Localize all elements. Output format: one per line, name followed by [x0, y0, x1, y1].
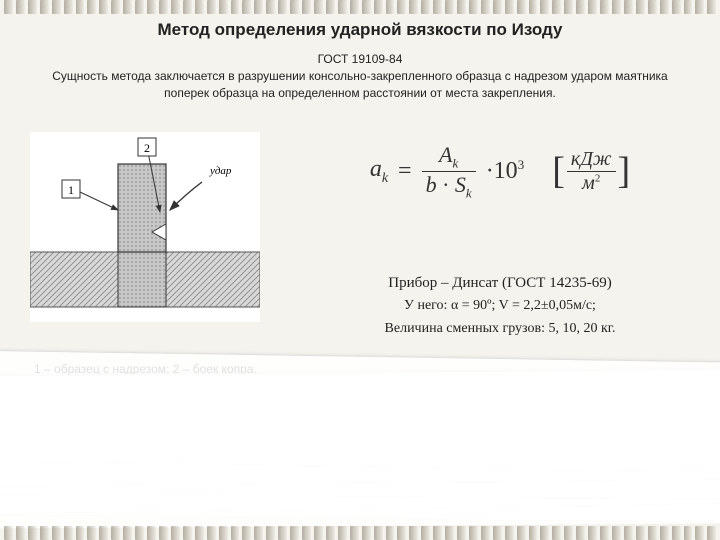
slide-content: Метод определения ударной вязкости по Из…: [0, 0, 720, 540]
formula-column: ak = Ak b · Sk ·103 [ кДж м2 ]: [310, 132, 690, 376]
impact-label: удар: [209, 165, 232, 177]
diagram-column: 1 2 удар 1 – образец с надрезом; 2 – бое…: [30, 132, 280, 376]
diagram-label-2: 2: [144, 141, 150, 155]
impact-formula: ak = Ak b · Sk ·103 [ кДж м2 ]: [310, 142, 690, 202]
device-info: Прибор – Динсат (ГОСТ 14235-69) У него: …: [310, 271, 690, 340]
device-line3: Величина сменных грузов: 5, 10, 20 кг.: [310, 318, 690, 340]
izod-diagram: 1 2 удар: [30, 132, 260, 322]
device-line1: Прибор – Динсат (ГОСТ 14235-69): [310, 271, 690, 295]
gost-number: ГОСТ 19109-84: [30, 52, 690, 66]
diagram-label-1: 1: [68, 183, 74, 197]
decorative-bottom-stripes: [0, 526, 720, 540]
diagram-caption: 1 – образец с надрезом; 2 – боек копра.: [30, 362, 280, 376]
method-description: Сущность метода заключается в разрушении…: [30, 68, 690, 102]
device-line2: У него: α = 90º; V = 2,2±0,05м/с;: [310, 295, 690, 317]
slide-title: Метод определения ударной вязкости по Из…: [30, 20, 690, 40]
content-row: 1 2 удар 1 – образец с надрезом; 2 – бое…: [30, 132, 690, 376]
